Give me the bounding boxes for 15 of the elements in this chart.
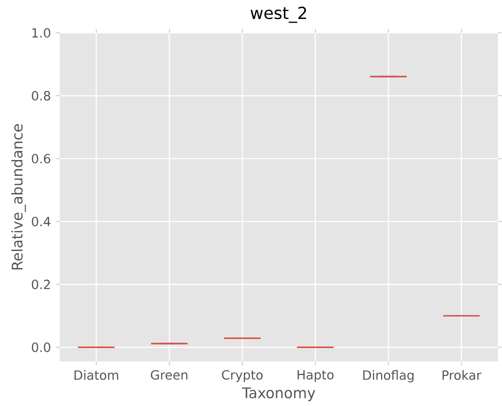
x-tick-label: Prokar: [442, 370, 482, 380]
x-axis-title: Taxonomy: [242, 388, 316, 402]
y-tick-label: 0.4: [32, 216, 50, 227]
y-tick-label: 0.2: [32, 280, 50, 290]
x-tick-label: Dinoflag: [363, 370, 414, 383]
y-tick-label: 0.0: [32, 342, 50, 352]
x-tick-label: Diatom: [74, 370, 118, 380]
x-tick-label: Hapto: [298, 370, 334, 382]
x-tick-label: Green: [150, 370, 188, 380]
y-axis-title: Relative_abundance: [11, 124, 26, 270]
x-tick-label: Crypto: [222, 370, 263, 382]
y-tick-label: 0.8: [32, 91, 50, 101]
y-tick-label: 1.0: [32, 28, 50, 38]
chart-title: west_2: [250, 6, 306, 24]
y-tick-label: 0.6: [32, 154, 50, 164]
